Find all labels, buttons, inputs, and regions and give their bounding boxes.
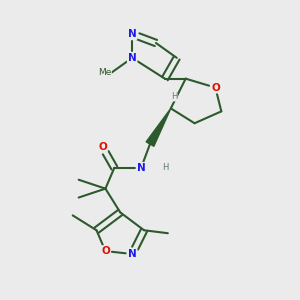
Text: N: N bbox=[128, 53, 136, 63]
Text: N: N bbox=[137, 163, 146, 173]
Text: H: H bbox=[171, 92, 177, 101]
Text: O: O bbox=[101, 246, 110, 256]
Text: H: H bbox=[162, 163, 168, 172]
Text: O: O bbox=[211, 82, 220, 93]
Text: N: N bbox=[128, 249, 136, 259]
Text: O: O bbox=[98, 142, 107, 152]
Text: Me: Me bbox=[98, 68, 111, 77]
Polygon shape bbox=[146, 108, 171, 146]
Text: N: N bbox=[128, 29, 136, 39]
